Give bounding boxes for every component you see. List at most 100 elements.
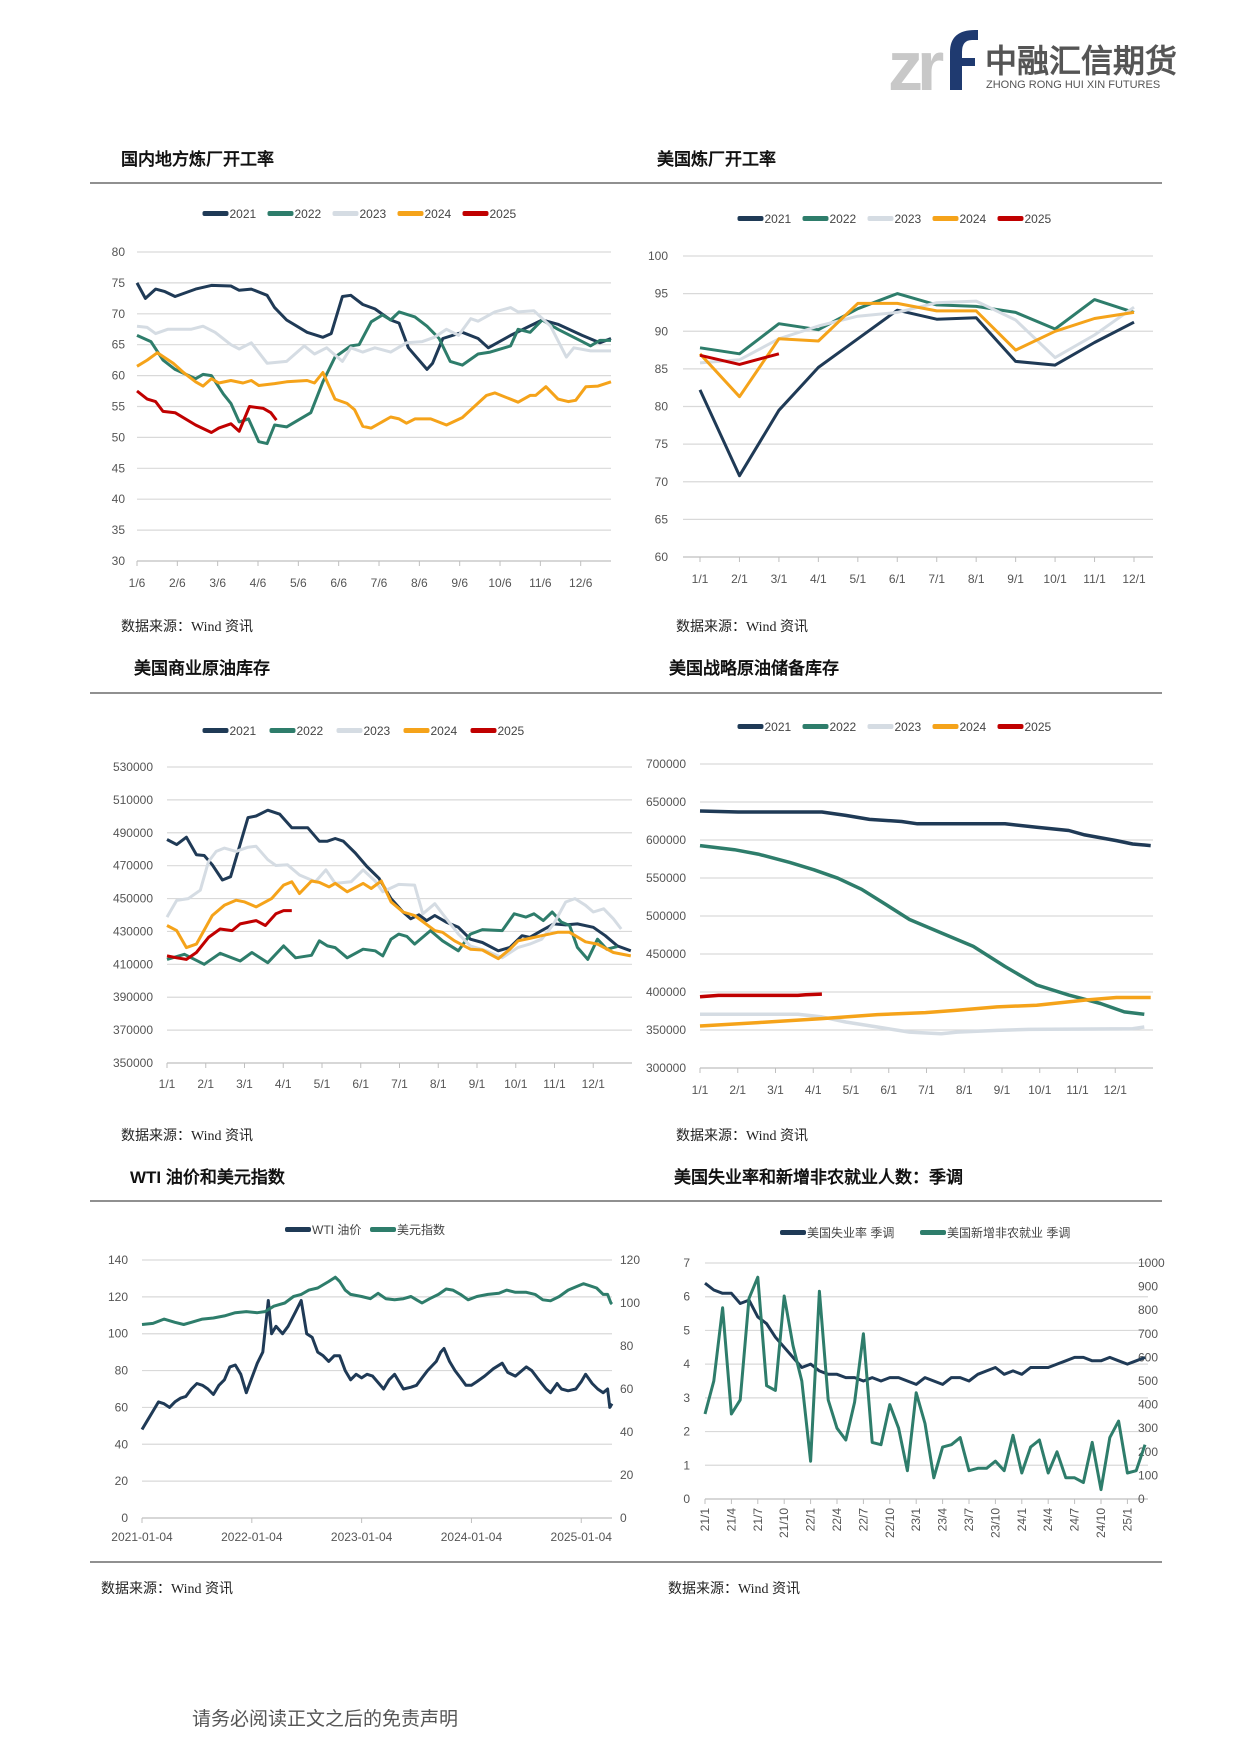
series-line-2024 (136, 351, 612, 430)
legend-swatch (332, 211, 359, 216)
legend-item: 2021 (202, 724, 257, 738)
y-tick-label: 80 (112, 245, 126, 259)
y-tick-label: 75 (655, 437, 669, 451)
y-tick-label: 1 (683, 1458, 690, 1472)
chart-5: 0123456701002003004005006007008009001000… (683, 1225, 1165, 1538)
y2-tick-label: 40 (620, 1425, 634, 1439)
y-tick-label: 6 (683, 1290, 690, 1304)
legend-label: 2024 (960, 212, 987, 226)
y2-tick-label: 60 (620, 1382, 634, 1396)
x-tick-label: 22/1 (804, 1508, 818, 1532)
legend-swatch (932, 216, 959, 221)
y-tick-label: 650000 (646, 795, 686, 809)
x-tick-label: 9/1 (994, 1083, 1011, 1097)
y2-tick-label: 20 (620, 1468, 634, 1482)
x-tick-label: 23/4 (936, 1508, 950, 1532)
y-tick-label: 470000 (113, 859, 153, 873)
x-tick-label: 4/1 (805, 1083, 822, 1097)
series-line-2025 (699, 352, 780, 366)
x-tick-label: 2/1 (731, 572, 748, 586)
y-tick-label: 95 (655, 287, 669, 301)
x-tick-label: 7/1 (391, 1077, 408, 1091)
legend-label: 2023 (360, 207, 387, 221)
y-tick-label: 450000 (113, 892, 153, 906)
y-tick-label: 550000 (646, 871, 686, 885)
chart-title-us-unemployment: 美国失业率和新增非农就业人数：季调 (674, 1167, 963, 1187)
y-tick-label: 530000 (113, 760, 153, 774)
x-tick-label: 21/1 (698, 1508, 712, 1532)
x-tick-label: 5/6 (290, 576, 307, 590)
y2-tick-label: 80 (620, 1339, 634, 1353)
logo-f-glyph (950, 30, 978, 90)
series-line-2022 (166, 910, 618, 966)
legend-label: 2022 (295, 207, 322, 221)
x-tick-label: 23/7 (962, 1508, 976, 1532)
x-tick-label: 12/6 (569, 576, 593, 590)
legend-item: 美元指数 (370, 1222, 445, 1237)
legend-label: 美国失业率 季调 (807, 1225, 894, 1240)
logo-chinese-name: 中融汇信期货 (985, 43, 1177, 79)
y-tick-label: 45 (112, 461, 126, 475)
legend-label: 2024 (425, 207, 452, 221)
chart-title-us-commercial-crude: 美国商业原油库存 (134, 658, 270, 678)
x-tick-label: 12/1 (1104, 1083, 1128, 1097)
x-tick-label: 11/1 (1083, 572, 1106, 586)
x-tick-label: 21/4 (724, 1508, 738, 1532)
legend-swatch (397, 211, 424, 216)
x-tick-label: 4/1 (275, 1077, 292, 1091)
y-tick-label: 350000 (113, 1056, 153, 1070)
y2-tick-label: 0 (1138, 1492, 1145, 1506)
y-tick-label: 410000 (113, 957, 153, 971)
x-tick-label: 2022-01-04 (221, 1530, 283, 1544)
x-tick-label: 8/1 (968, 572, 985, 586)
x-tick-label: 6/1 (880, 1083, 897, 1097)
legend-label: 美国新增非农就业 季调 (947, 1225, 1070, 1240)
x-tick-label: 2/1 (197, 1077, 214, 1091)
x-tick-label: 25/1 (1120, 1508, 1134, 1532)
x-tick-label: 2025-01-04 (551, 1530, 613, 1544)
y-tick-label: 85 (655, 362, 669, 376)
x-tick-label: 7/6 (371, 576, 388, 590)
y-tick-label: 65 (112, 338, 126, 352)
y-tick-label: 60 (655, 550, 669, 564)
y-tick-label: 100 (108, 1327, 128, 1341)
legend-label: 2025 (1025, 212, 1052, 226)
source-note: 数据来源：Wind 资讯 (101, 1581, 233, 1597)
legend-item: 2023 (336, 724, 391, 738)
x-tick-label: 12/1 (582, 1077, 606, 1091)
series-line-2024 (699, 995, 1151, 1028)
x-tick-label: 23/1 (909, 1508, 923, 1532)
legend-item: 2022 (802, 720, 857, 734)
y-tick-label: 370000 (113, 1023, 153, 1037)
legend-label: 2022 (297, 724, 324, 738)
legend-label: 2023 (895, 212, 922, 226)
legend-swatch (867, 216, 894, 221)
chart-title-local-refinery: 国内地方炼厂开工率 (121, 149, 274, 169)
x-tick-label: 1/1 (692, 572, 709, 586)
y2-tick-label: 600 (1138, 1350, 1158, 1364)
legend-swatch (867, 724, 894, 729)
source-note: 数据来源：Wind 资讯 (676, 1128, 808, 1144)
legend-swatch (802, 724, 829, 729)
logo-mark: zr (888, 27, 944, 105)
x-tick-label: 24/4 (1041, 1508, 1055, 1532)
series-line-2025 (166, 909, 292, 961)
y-tick-label: 390000 (113, 990, 153, 1004)
legend-label: 2025 (498, 724, 525, 738)
y-tick-label: 35 (112, 523, 126, 537)
legend-swatch (370, 1227, 396, 1232)
x-tick-label: 22/4 (830, 1508, 844, 1532)
x-tick-label: 2023-01-04 (331, 1530, 393, 1544)
y-tick-label: 400000 (646, 985, 686, 999)
y2-tick-label: 900 (1138, 1280, 1158, 1294)
chart-4: 0 20 40 60 80 100 120 140 0 20 40 60 80 100 120 2021-01… (108, 1222, 640, 1544)
x-tick-label: 10/1 (504, 1077, 528, 1091)
x-tick-label: 7/1 (918, 1083, 935, 1097)
x-tick-label: 4/6 (250, 576, 267, 590)
x-tick-label: 11/1 (543, 1077, 566, 1091)
y-tick-label: 50 (112, 430, 126, 444)
x-tick-label: 21/7 (751, 1508, 765, 1532)
y2-tick-label: 800 (1138, 1303, 1158, 1317)
legend-swatch (997, 724, 1024, 729)
y2-tick-label: 120 (620, 1253, 640, 1267)
